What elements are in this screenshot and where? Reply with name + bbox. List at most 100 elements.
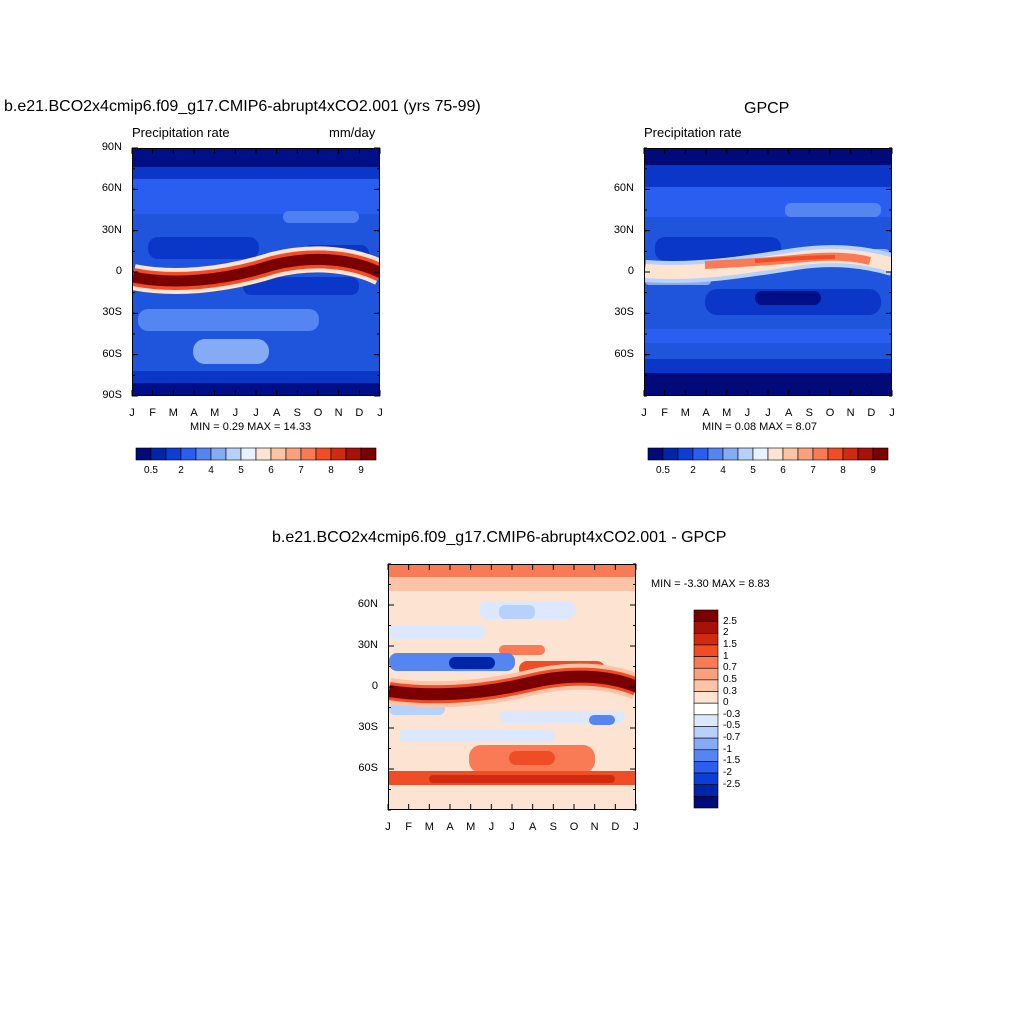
- colorbar-box: [210, 447, 227, 461]
- colorbar-box: [693, 656, 719, 669]
- colorbar-box: [737, 447, 754, 461]
- x-tick-label: A: [784, 407, 793, 419]
- x-tick-label: J: [253, 407, 259, 419]
- x-tick-label: S: [293, 407, 301, 419]
- x-tick-label: D: [355, 407, 364, 419]
- colorbar-box: [707, 447, 724, 461]
- y-tick-label: 30N: [613, 223, 634, 236]
- x-tick-label: N: [590, 821, 599, 833]
- x-tick-label: M: [466, 821, 476, 833]
- colorbar-box: [693, 667, 719, 681]
- panel1-min-max: MIN = 0.29 MAX = 14.33: [190, 421, 312, 433]
- x-tick-label: J: [488, 821, 495, 833]
- x-tick-label: J: [377, 407, 383, 419]
- panel2-heatmap: [644, 148, 892, 396]
- x-tick-label: O: [569, 821, 579, 833]
- colorbar-label: 7: [298, 465, 304, 476]
- y-tick-label: 90N: [101, 141, 122, 153]
- colorbar-box: [693, 621, 719, 634]
- x-tick-label: J: [765, 407, 771, 419]
- x-tick-label: F: [405, 821, 413, 833]
- colorbar-box: [693, 691, 719, 704]
- colorbar-box: [180, 447, 197, 461]
- colorbar-box: [693, 761, 719, 774]
- y-tick-label: 30S: [358, 721, 378, 733]
- colorbar-box: [270, 447, 287, 461]
- colorbar-box: [767, 447, 784, 461]
- colorbar-box: [872, 447, 889, 461]
- colorbar-label: 1.5: [723, 638, 737, 650]
- colorbar-label: 6: [780, 465, 786, 476]
- colorbar-label: 4: [720, 465, 726, 476]
- colorbar-label: -0.5: [723, 720, 741, 732]
- x-tick-label: J: [385, 821, 391, 833]
- colorbar-label: 0.3: [723, 685, 737, 697]
- panel3-axes: [387, 563, 637, 811]
- panel1-title: b.e21.BCO2x4cmip6.f09_g17.CMIP6-abrupt4x…: [4, 98, 481, 115]
- x-tick-label: M: [424, 821, 434, 833]
- colorbar-box: [693, 702, 719, 716]
- colorbar-box: [693, 784, 719, 797]
- x-tick-label: A: [528, 821, 537, 833]
- y-tick-label: 30S: [614, 306, 634, 319]
- panel2-min-max: MIN = 0.08 MAX = 8.07: [702, 421, 817, 433]
- x-tick-label: N: [846, 407, 855, 419]
- colorbar-box: [693, 772, 719, 786]
- colorbar-box: [782, 447, 799, 461]
- x-tick-label: M: [722, 407, 732, 419]
- colorbar-box: [842, 447, 859, 461]
- colorbar-box: [693, 749, 719, 762]
- panel3-heatmap: [388, 564, 636, 810]
- x-tick-label: A: [446, 821, 454, 833]
- colorbar-label: 8: [840, 465, 846, 476]
- colorbar-box: [150, 447, 167, 461]
- colorbar-box: [722, 447, 739, 461]
- colorbar-box: [693, 644, 719, 657]
- y-tick-label: 0: [627, 265, 634, 277]
- colorbar-box: [693, 679, 719, 692]
- colorbar-label: -1.5: [723, 755, 741, 767]
- colorbar-box: [165, 447, 182, 461]
- colorbar-label: 2.5: [723, 615, 737, 627]
- colorbar-box: [255, 447, 272, 461]
- colorbar-label: 2: [178, 465, 184, 476]
- colorbar-box: [300, 447, 317, 461]
- x-tick-label: M: [210, 407, 220, 419]
- x-tick-label: S: [805, 407, 813, 419]
- x-tick-label: M: [680, 407, 690, 419]
- x-tick-label: J: [232, 407, 239, 419]
- colorbar-label: -2: [723, 767, 732, 779]
- y-tick-label: 30N: [101, 223, 122, 236]
- y-tick-label: 0: [371, 680, 378, 692]
- colorbar-label: -0.3: [723, 708, 741, 720]
- colorbar-label: 1: [723, 650, 729, 662]
- colorbar-box: [647, 447, 664, 461]
- colorbar-box: [692, 447, 709, 461]
- panel1-axes: [131, 147, 381, 397]
- colorbar-box: [693, 796, 719, 809]
- colorbar-box: [693, 632, 719, 646]
- colorbar-label: 0.7: [723, 662, 737, 674]
- colorbar-box: [360, 447, 377, 461]
- colorbar-box: [240, 447, 257, 461]
- colorbar-box: [135, 447, 152, 461]
- y-tick-label: 60S: [358, 762, 378, 774]
- x-tick-label: N: [334, 407, 343, 419]
- x-tick-label: J: [633, 821, 639, 833]
- colorbar-label: -1: [723, 743, 732, 755]
- x-tick-label: S: [549, 821, 557, 833]
- panel1-left-subtitle: Precipitation rate: [132, 125, 230, 140]
- colorbar-box: [330, 447, 347, 461]
- y-tick-label: 90S: [102, 389, 122, 401]
- x-tick-label: O: [313, 407, 323, 419]
- colorbar-label: 8: [328, 465, 334, 476]
- colorbar-box: [315, 447, 332, 461]
- colorbar-label: 5: [750, 465, 756, 476]
- x-tick-label: D: [611, 821, 620, 833]
- x-tick-label: D: [867, 407, 876, 419]
- panel3-min-max: MIN = -3.30 MAX = 8.83: [651, 578, 770, 590]
- x-tick-label: J: [889, 407, 895, 419]
- colorbar-box: [195, 447, 212, 461]
- colorbar-box: [857, 447, 874, 461]
- x-tick-label: J: [641, 407, 647, 419]
